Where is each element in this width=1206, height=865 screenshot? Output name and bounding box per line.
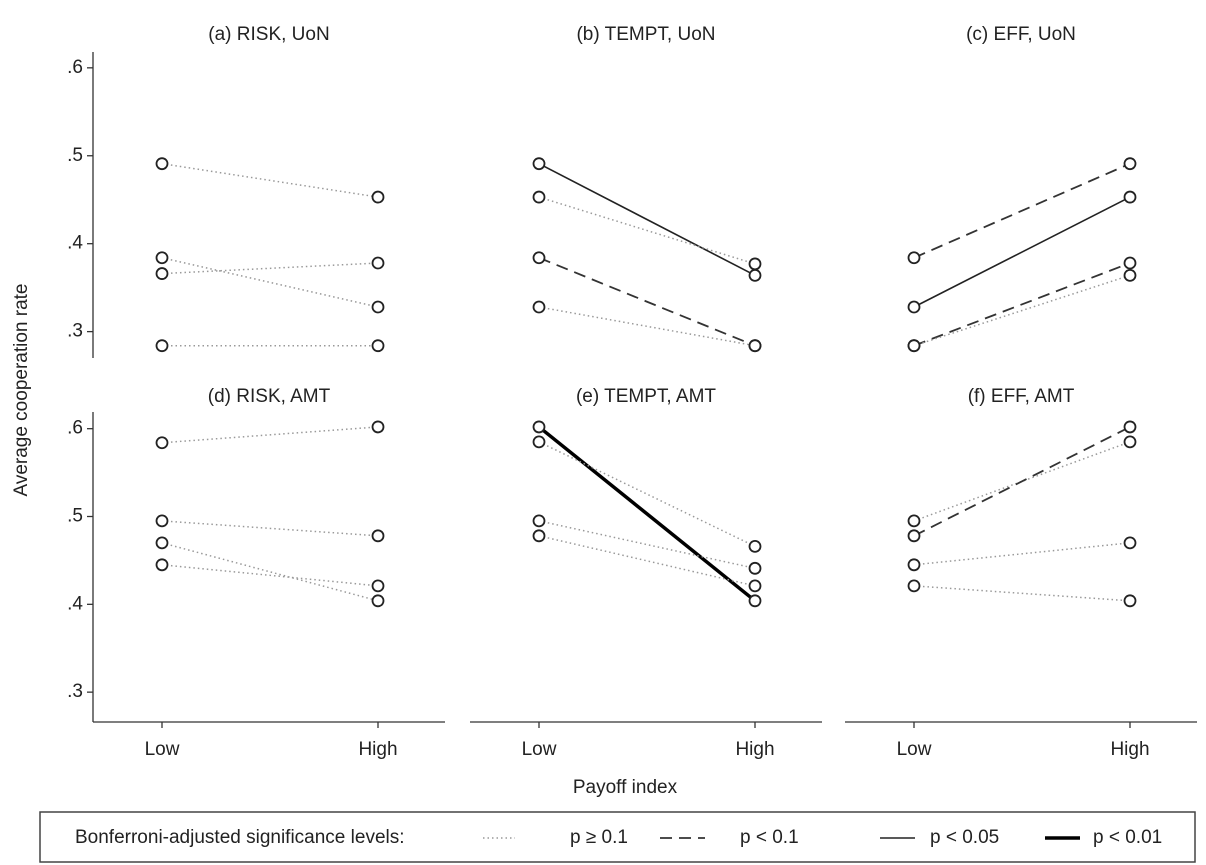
x-tick-label: High: [358, 739, 397, 760]
data-point: [155, 436, 169, 450]
data-point: [1123, 420, 1137, 434]
data-point: [155, 558, 169, 572]
data-point: [907, 529, 921, 543]
series-line: [161, 262, 379, 275]
data-point: [155, 514, 169, 528]
series-line: [538, 256, 756, 347]
series-line: [538, 306, 756, 347]
data-point: [155, 157, 169, 171]
series-line: [913, 162, 1131, 259]
data-point: [748, 257, 762, 271]
data-point: [155, 536, 169, 550]
series-line: [913, 274, 1131, 347]
data-point: [748, 268, 762, 282]
data-point: [532, 420, 546, 434]
legend-label: p < 0.05: [930, 827, 999, 848]
series-line: [161, 162, 379, 198]
y-tick-label: .4: [67, 593, 83, 614]
data-point: [371, 594, 385, 608]
series-line: [538, 196, 756, 265]
series-line: [538, 162, 756, 277]
x-tick-label: High: [735, 739, 774, 760]
series-line: [913, 585, 1131, 602]
y-tick-label: .3: [67, 681, 83, 702]
panel-title: (a) RISK, UoN: [208, 24, 329, 45]
legend-label: p < 0.1: [740, 827, 799, 848]
data-point: [907, 251, 921, 265]
series-line: [161, 257, 379, 308]
data-point: [371, 529, 385, 543]
legend-label: p < 0.01: [1093, 827, 1162, 848]
y-tick-label: .6: [67, 57, 83, 78]
series-line: [537, 425, 757, 603]
legend-box: [39, 811, 1196, 863]
data-point: [532, 300, 546, 314]
x-tick-label: Low: [145, 739, 180, 760]
y-axis-label: Average cooperation rate: [11, 283, 32, 496]
data-point: [1123, 435, 1137, 449]
data-point: [155, 267, 169, 280]
y-tick-label: .6: [67, 418, 83, 439]
x-tick-label: Low: [897, 739, 932, 760]
data-point: [907, 514, 921, 528]
data-point: [371, 579, 385, 593]
data-point: [1123, 157, 1137, 171]
data-point: [371, 300, 385, 314]
data-point: [748, 579, 762, 593]
data-point: [1123, 594, 1137, 608]
legend-title: Bonferroni-adjusted significance levels:: [75, 827, 405, 848]
series-line: [538, 535, 756, 587]
y-tick-label: .4: [67, 233, 83, 254]
data-point: [371, 256, 385, 270]
data-point: [371, 339, 385, 353]
legend-label: p ≥ 0.1: [570, 827, 628, 848]
series-line: [913, 426, 1131, 537]
data-point: [371, 190, 385, 204]
data-point: [532, 529, 546, 543]
series-line: [913, 196, 1131, 308]
data-point: [748, 594, 762, 608]
data-point: [907, 300, 921, 314]
panel-title: (f) EFF, AMT: [968, 386, 1075, 407]
series-line: [913, 542, 1131, 566]
panel-title: (e) TEMPT, AMT: [576, 386, 716, 407]
data-point: [532, 157, 546, 171]
panel-title: (c) EFF, UoN: [966, 24, 1076, 45]
data-point: [1123, 536, 1137, 550]
y-tick-label: .5: [67, 506, 83, 527]
data-point: [907, 579, 921, 593]
series-line: [538, 520, 756, 570]
panel-title: (d) RISK, AMT: [208, 386, 331, 407]
data-point: [748, 339, 762, 353]
y-tick-label: .3: [67, 321, 83, 342]
data-point: [907, 558, 921, 572]
data-point: [532, 514, 546, 528]
data-point: [155, 251, 169, 265]
data-point: [1123, 256, 1137, 270]
data-point: [371, 420, 385, 434]
series-line: [161, 564, 379, 587]
x-tick-label: High: [1110, 739, 1149, 760]
data-point: [748, 561, 762, 575]
data-point: [155, 339, 169, 353]
data-point: [907, 339, 921, 353]
panel-title: (b) TEMPT, UoN: [576, 24, 715, 45]
x-axis-label: Payoff index: [573, 777, 678, 798]
data-point: [532, 435, 546, 449]
data-point: [1123, 190, 1137, 204]
series-line: [161, 520, 379, 537]
series-line: [161, 542, 379, 602]
data-point: [1123, 268, 1137, 282]
x-tick-label: Low: [522, 739, 557, 760]
data-point: [532, 190, 546, 204]
data-point: [748, 539, 762, 553]
series-line: [161, 426, 379, 444]
series-line: [913, 262, 1131, 347]
y-tick-label: .5: [67, 145, 83, 166]
data-point: [532, 251, 546, 265]
